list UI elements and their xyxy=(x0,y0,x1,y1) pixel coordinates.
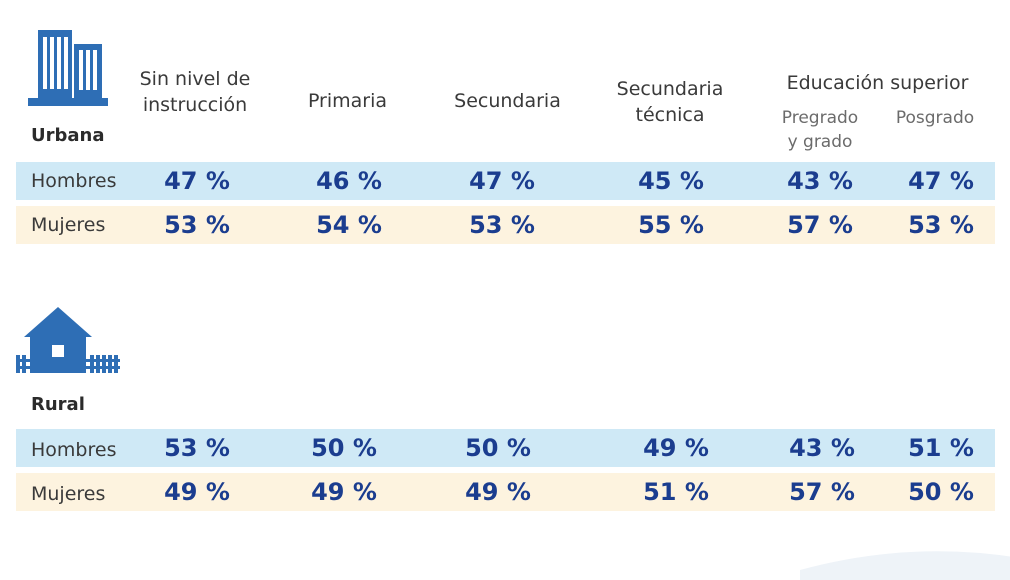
urbana-label: Urbana xyxy=(31,125,105,146)
urbana-mujeres-secundaria: 53 % xyxy=(469,211,535,239)
header-secundaria: Secundaria xyxy=(454,90,561,112)
urbana-hombres-sin-nivel: 47 % xyxy=(164,167,230,195)
rural-hombres-primaria: 50 % xyxy=(311,434,377,462)
urbana-hombres-pregrado: 43 % xyxy=(787,167,853,195)
rural-mujeres-posgrado: 50 % xyxy=(908,478,974,506)
urbana-mujeres-posgrado: 53 % xyxy=(908,211,974,239)
header-pregrado: Pregrado y grado xyxy=(781,108,859,152)
rural-mujeres-row xyxy=(16,473,995,511)
rural-label: Rural xyxy=(31,394,85,415)
urbana-hombres-row xyxy=(16,162,995,200)
rural-hombres-secundaria-tecnica: 49 % xyxy=(643,434,709,462)
urbana-mujeres-secundaria-tecnica: 55 % xyxy=(638,211,704,239)
header-educacion-superior: Educación superior xyxy=(786,72,969,94)
urbana-hombres-secundaria: 47 % xyxy=(469,167,535,195)
rural-hombres-posgrado: 51 % xyxy=(908,434,974,462)
urbana-mujeres-row xyxy=(16,206,995,244)
urbana-hombres-posgrado: 47 % xyxy=(908,167,974,195)
urbana-hombres-secundaria-tecnica: 45 % xyxy=(638,167,704,195)
rural-mujeres-primaria: 49 % xyxy=(311,478,377,506)
urbana-mujeres-label: Mujeres xyxy=(31,214,106,236)
rural-hombres-sin-nivel: 53 % xyxy=(164,434,230,462)
urbana-mujeres-pregrado: 57 % xyxy=(787,211,853,239)
rural-mujeres-secundaria-tecnica: 51 % xyxy=(643,478,709,506)
header-primaria: Primaria xyxy=(307,90,388,112)
rural-mujeres-secundaria: 49 % xyxy=(465,478,531,506)
city-buildings-icon xyxy=(28,30,108,106)
rural-hombres-row xyxy=(16,429,995,467)
urbana-mujeres-sin-nivel: 53 % xyxy=(164,211,230,239)
header-sin-nivel: Sin nivel de instrucción xyxy=(139,68,251,116)
rural-hombres-pregrado: 43 % xyxy=(789,434,855,462)
urbana-hombres-label: Hombres xyxy=(31,170,117,192)
urbana-hombres-primaria: 46 % xyxy=(316,167,382,195)
urbana-mujeres-primaria: 54 % xyxy=(316,211,382,239)
header-posgrado: Posgrado xyxy=(895,108,975,128)
house-fence-icon xyxy=(16,307,120,373)
header-secundaria-tecnica: Secundaria técnica xyxy=(616,78,724,126)
rural-hombres-label: Hombres xyxy=(31,439,117,461)
decorative-swoosh xyxy=(800,551,1010,580)
rural-hombres-secundaria: 50 % xyxy=(465,434,531,462)
rural-mujeres-label: Mujeres xyxy=(31,483,106,505)
rural-mujeres-pregrado: 57 % xyxy=(789,478,855,506)
rural-mujeres-sin-nivel: 49 % xyxy=(164,478,230,506)
